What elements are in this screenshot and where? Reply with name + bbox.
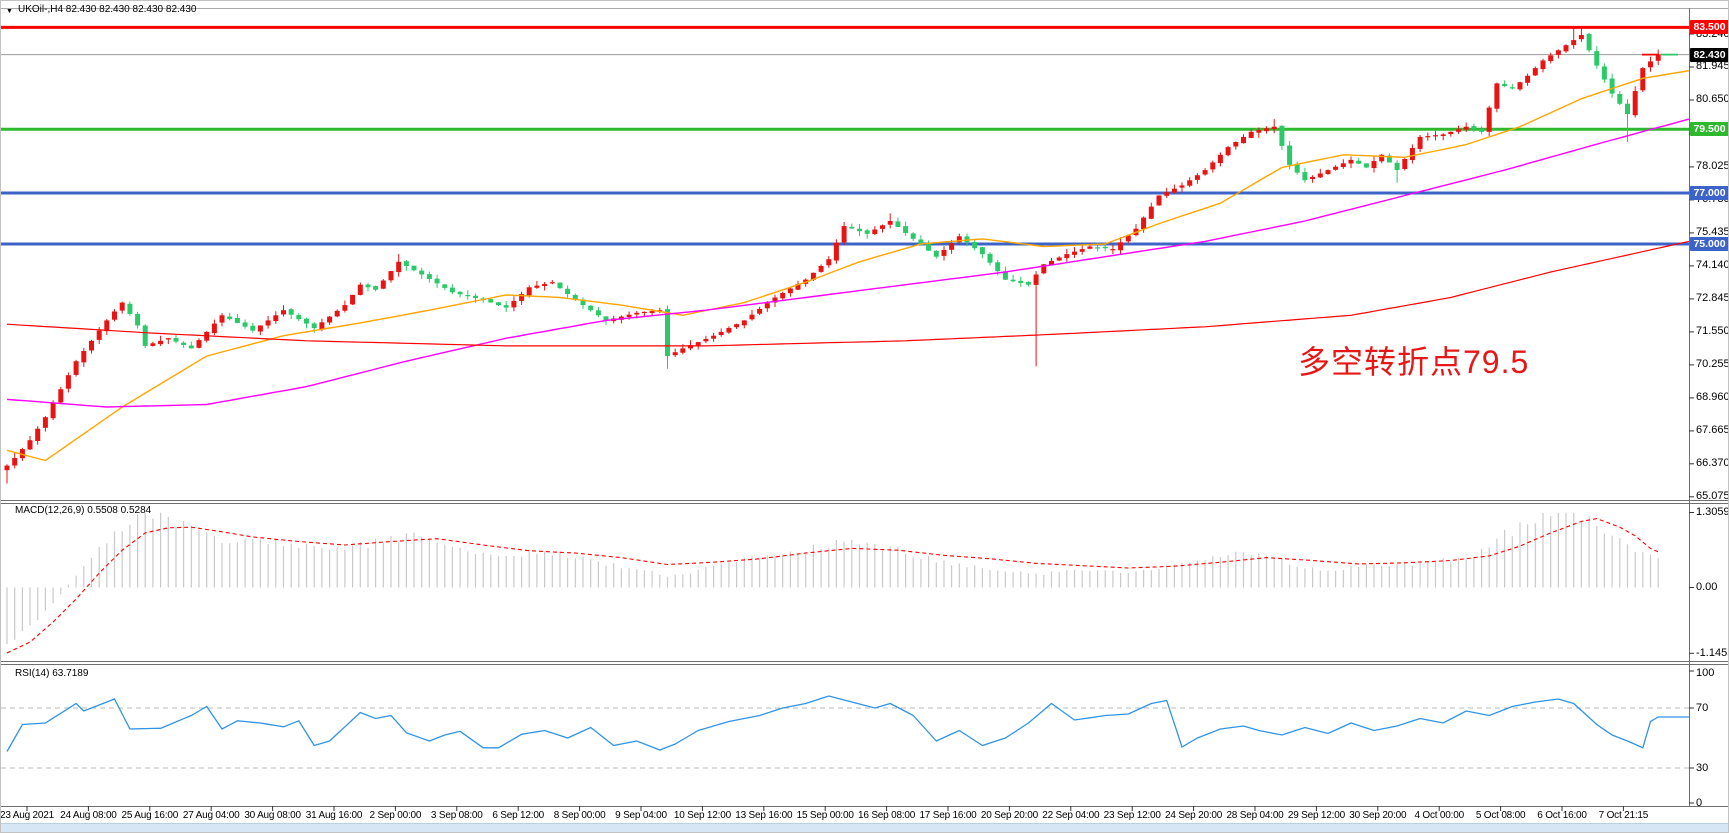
time-tick-label: 6 Oct 16:00	[1537, 810, 1587, 821]
macd-tick-label: -1.1455	[1696, 646, 1728, 659]
price-tick-label: 78.025	[1696, 160, 1729, 173]
price-tick-label: 68.960	[1696, 391, 1729, 404]
time-tick-label: 13 Sep 16:00	[735, 810, 793, 821]
time-tick-label: 10 Sep 12:00	[673, 810, 731, 821]
price-level-badge: 83.500	[1690, 20, 1728, 35]
price-level-badge: 77.000	[1690, 185, 1728, 200]
bottom-strip	[1, 823, 1728, 832]
price-level-badge: 79.500	[1690, 122, 1728, 137]
symbol-dropdown-icon[interactable]: ▼	[6, 8, 13, 15]
macd-tick-label: 0.00	[1696, 581, 1718, 593]
price-level-badge: 82.430	[1690, 47, 1728, 62]
time-tick-label: 15 Sep 00:00	[796, 810, 854, 821]
price-tick-label: 66.370	[1696, 457, 1729, 470]
time-tick-label: 17 Sep 16:00	[919, 810, 977, 821]
time-tick-label: 20 Sep 20:00	[980, 810, 1038, 821]
price-tick-label: 75.435	[1696, 226, 1729, 239]
price-tick-label: 65.075	[1696, 490, 1729, 503]
time-tick-label: 3 Sep 08:00	[430, 810, 483, 821]
time-tick-label: 30 Aug 08:00	[244, 810, 301, 821]
price-tick-label: 72.845	[1696, 292, 1729, 305]
price-tick-label: 74.140	[1696, 259, 1729, 272]
time-tick-label: 7 Oct 21:15	[1598, 810, 1649, 821]
rsi-tick-label: 30	[1696, 761, 1709, 774]
chart-annotation-text[interactable]: 多空转折点79.5	[1298, 344, 1530, 380]
price-tick-label: 80.650	[1696, 93, 1729, 106]
time-tick-label: 31 Aug 16:00	[305, 810, 363, 821]
price-axis[interactable]: 83.24081.94580.65079.32078.02576.73075.4…	[1689, 1, 1729, 809]
time-tick-label: 5 Oct 08:00	[1475, 810, 1526, 821]
time-tick-label: 23 Aug 2021	[0, 810, 54, 821]
time-tick-label: 23 Sep 12:00	[1103, 810, 1161, 821]
price-tick-label: 70.255	[1696, 358, 1729, 371]
time-tick-label: 9 Sep 04:00	[615, 810, 667, 821]
time-axis[interactable]: 23 Aug 2021 24 Aug 08:00 25 Aug 16:00 27 Au…	[0, 807, 1728, 823]
macd-indicator-label: MACD(12,26,9) 0.5508 0.5284	[15, 505, 152, 516]
time-tick-label: 8 Sep 00:00	[553, 810, 606, 821]
rsi-tick-label: 0	[1696, 797, 1703, 809]
price-tick-label: 67.665	[1696, 424, 1729, 437]
rsi-indicator-label: RSI(14) 63.7189	[15, 668, 89, 679]
time-tick-label: 22 Sep 04:00	[1042, 810, 1100, 821]
rsi-tick-label: 70	[1696, 701, 1709, 714]
time-tick-label: 28 Sep 04:00	[1226, 810, 1284, 821]
time-tick-label: 29 Sep 12:00	[1287, 810, 1345, 821]
time-tick-label: 30 Sep 20:00	[1349, 810, 1407, 821]
symbol-title: UKOil-,H4 82.430 82.430 82.430 82.430	[18, 4, 197, 15]
time-tick-label: 16 Sep 08:00	[858, 810, 916, 821]
time-tick-label: 25 Aug 16:00	[121, 810, 179, 821]
time-tick-label: 27 Aug 04:00	[182, 810, 240, 821]
time-tick-label: 24 Aug 08:00	[60, 810, 117, 821]
time-tick-label: 6 Sep 12:00	[492, 810, 545, 821]
rsi-tick-label: 100	[1696, 667, 1715, 679]
price-tick-label: 81.945	[1696, 60, 1729, 73]
macd-tick-label: 1.3059	[1696, 505, 1729, 518]
time-tick-label: 24 Sep 20:00	[1165, 810, 1223, 821]
time-tick-label: 2 Sep 00:00	[369, 810, 422, 821]
time-tick-label: 4 Oct 00:00	[1414, 810, 1464, 821]
price-tick-label: 71.550	[1696, 325, 1729, 338]
price-level-badge: 75.000	[1690, 236, 1728, 251]
